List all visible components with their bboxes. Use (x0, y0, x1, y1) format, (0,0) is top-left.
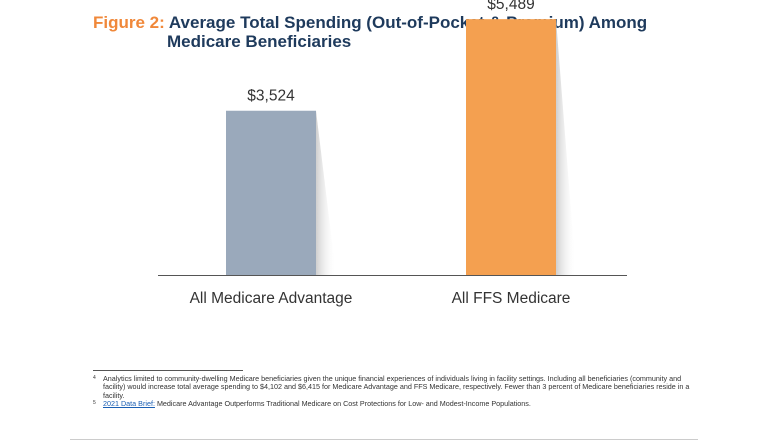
bar-chart: $3,524 All Medicare Advantage $5,489 All FF… (158, 0, 627, 307)
footnote-5-text: Medicare Advantage Outperforms Tradition… (154, 399, 531, 409)
footnote-4-marker: 4 (93, 375, 96, 381)
bar-shadow-all-ffs-medicare (556, 19, 576, 275)
bar-all-medicare-advantage (226, 110, 316, 276)
data-brief-link[interactable]: 2021 Data Brief: (103, 399, 155, 409)
footnote-5-marker: 5 (93, 400, 96, 407)
figure-label: Figure 2: (93, 13, 165, 32)
value-label-all-medicare-advantage: $3,524 (247, 88, 295, 105)
figure-title-line2: Medicare Beneficiaries (167, 32, 352, 51)
category-label-all-ffs-medicare: All FFS Medicare (452, 290, 571, 307)
value-label-all-ffs-medicare: $5,489 (487, 0, 534, 13)
footnote-5: 5 2021 Data Brief: Medicare Advantage Ou… (93, 400, 703, 408)
footnote-4-text: Analytics limited to community-dwelling … (103, 374, 690, 400)
page-bottom-rule (70, 439, 698, 440)
footnotes: 4 Analytics limited to community-dwellin… (93, 374, 703, 409)
footnote-divider (93, 370, 243, 371)
footnote-4: 4 Analytics limited to community-dwellin… (93, 374, 703, 400)
bar-all-ffs-medicare (466, 19, 556, 275)
category-label-all-medicare-advantage: All Medicare Advantage (190, 290, 353, 307)
bar-shadow-all-medicare-advantage (316, 110, 336, 276)
